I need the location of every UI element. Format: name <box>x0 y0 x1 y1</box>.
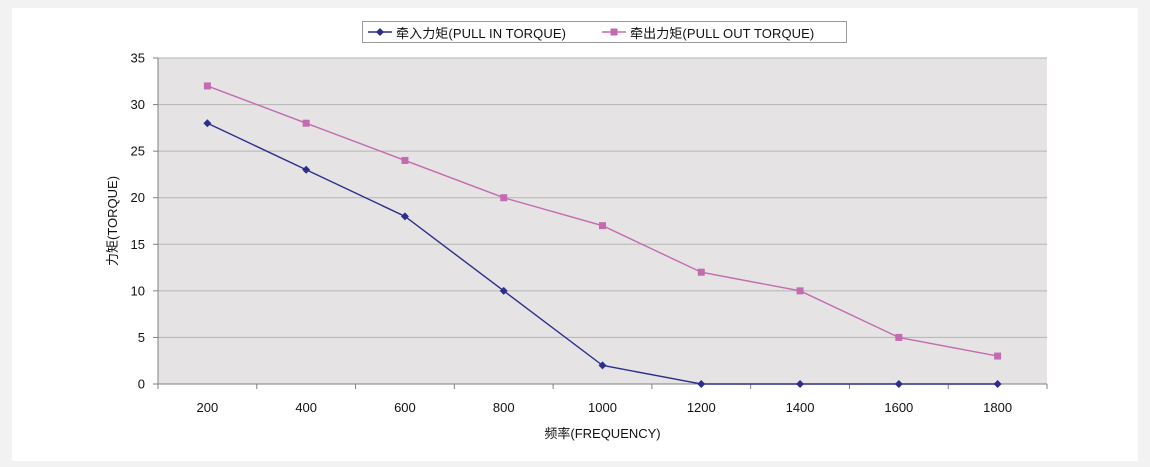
x-tick-label: 1000 <box>588 400 617 415</box>
data-point-diamond <box>598 361 607 370</box>
data-point-square <box>895 333 903 341</box>
series-pull-out-torque <box>203 82 1002 360</box>
y-tick-label: 25 <box>131 144 145 159</box>
y-tick-label: 30 <box>131 97 145 112</box>
data-point-diamond <box>993 380 1002 388</box>
data-point-diamond <box>796 380 805 388</box>
y-tick-label: 5 <box>138 330 145 345</box>
y-tick-label: 35 <box>131 51 145 66</box>
legend-swatch-pull-in <box>368 28 392 36</box>
data-point-square <box>599 222 606 230</box>
data-point-square <box>796 287 804 295</box>
data-point-square <box>302 119 310 127</box>
data-point-square <box>697 268 705 276</box>
data-point-diamond <box>302 165 311 174</box>
data-point-diamond <box>499 286 508 295</box>
y-tick-label: 10 <box>131 283 145 298</box>
y-axis-title: 力矩(TORQUE) <box>105 176 120 266</box>
x-tick-label: 600 <box>394 400 416 415</box>
plot-area <box>158 58 1047 384</box>
x-tick-label: 200 <box>197 400 219 415</box>
x-tick-label: 1600 <box>884 400 913 415</box>
chart-legend: 牵入力矩(PULL IN TORQUE) 牵出力矩(PULL OUT TORQU… <box>362 21 847 43</box>
legend-item-pull-in: 牵入力矩(PULL IN TORQUE) <box>367 22 566 42</box>
x-tick-label: 1200 <box>687 400 716 415</box>
x-tick-label: 800 <box>493 400 515 415</box>
data-point-diamond <box>203 119 212 128</box>
x-axis-title: 频率(FREQUENCY) <box>544 426 660 441</box>
x-tick-label: 400 <box>295 400 317 415</box>
data-point-diamond <box>697 380 706 388</box>
series-pull-in-torque <box>203 119 1002 388</box>
y-tick-label: 20 <box>131 190 145 205</box>
data-point-square <box>500 194 508 202</box>
x-tick-label: 1800 <box>983 400 1012 415</box>
data-point-square <box>994 352 1002 360</box>
y-tick-label: 15 <box>131 237 145 252</box>
legend-label-pull-in: 牵入力矩(PULL IN TORQUE) <box>396 25 567 41</box>
legend-label-pull-out: 牵出力矩(PULL OUT TORQUE) <box>630 25 815 41</box>
data-point-square <box>203 82 211 90</box>
legend-item-pull-out: 牵出力矩(PULL OUT TORQUE) <box>601 22 814 42</box>
legend-swatch-pull-out <box>602 28 626 36</box>
y-tick-label: 0 <box>138 377 145 392</box>
data-point-diamond <box>400 212 409 221</box>
data-point-square <box>401 156 409 164</box>
data-point-diamond <box>894 380 903 388</box>
x-tick-label: 1400 <box>786 400 815 415</box>
